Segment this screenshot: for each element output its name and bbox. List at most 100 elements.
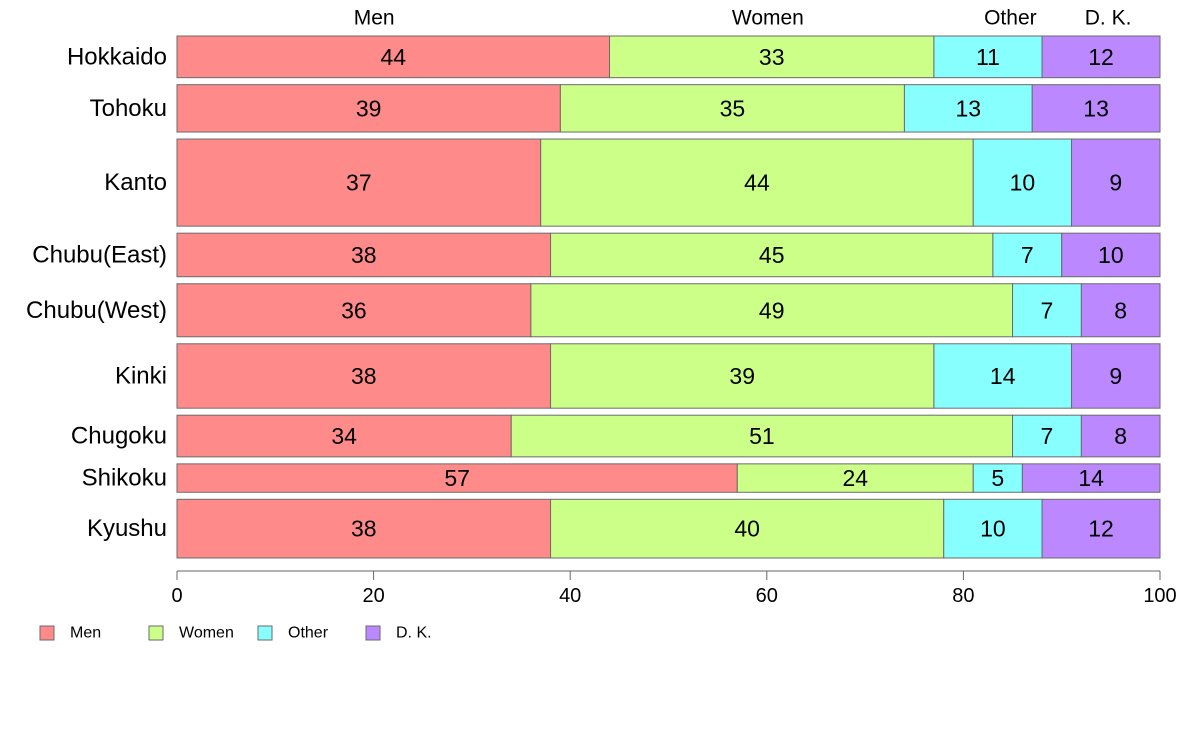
data-label-shikoku-other: 5 — [991, 465, 1004, 491]
bar-hokkaido-other — [933, 35, 1043, 79]
data-label-chubu-west-men: 36 — [341, 297, 367, 323]
data-label-tohoku-other: 13 — [956, 95, 982, 121]
data-label-tohoku-women: 35 — [720, 95, 746, 121]
top-series-labels: Men Women Other D. K. — [354, 7, 1132, 30]
data-label-chubu-east-d-k: 10 — [1098, 242, 1124, 268]
legend-label-d-k: D. K. — [396, 625, 432, 642]
top-label-men: Men — [354, 7, 395, 30]
category-label-kyushu: Kyushu — [87, 515, 167, 542]
data-label-hokkaido-d-k: 12 — [1088, 44, 1114, 70]
legend-label-women: Women — [179, 625, 234, 642]
bar-chubu-east-women — [550, 232, 994, 278]
category-label-shikoku: Shikoku — [82, 465, 167, 492]
bar-hokkaido-women — [609, 35, 935, 79]
data-label-chugoku-men: 34 — [331, 423, 357, 449]
top-label-women: Women — [732, 7, 804, 30]
data-label-chubu-east-men: 38 — [351, 242, 377, 268]
data-label-kyushu-d-k: 12 — [1088, 516, 1114, 542]
x-tick-label: 20 — [362, 585, 384, 607]
data-label-hokkaido-men: 44 — [380, 44, 406, 70]
category-label-hokkaido: Hokkaido — [67, 43, 167, 70]
x-tick-label: 0 — [171, 585, 182, 607]
data-label-chubu-east-other: 7 — [1021, 242, 1034, 268]
bar-chugoku-other — [1012, 414, 1082, 458]
data-label-chubu-east-women: 45 — [759, 242, 785, 268]
category-labels: Hokkaido Tohoku Kanto Chubu(East) Chubu(West… — [26, 43, 167, 542]
x-tick-label: 40 — [559, 585, 581, 607]
x-axis: 0 20 40 60 80 100 — [171, 570, 1177, 607]
data-label-shikoku-men: 57 — [444, 465, 470, 491]
category-label-chubu-west: Chubu(West) — [26, 297, 167, 324]
data-label-hokkaido-other: 11 — [976, 44, 1000, 70]
legend-swatch-d-k — [365, 625, 381, 641]
data-label-shikoku-women: 24 — [842, 465, 868, 491]
bar-shikoku-other — [972, 463, 1023, 493]
bar-tohoku-d-k — [1031, 84, 1161, 133]
bar-kinki-men — [176, 343, 552, 409]
x-tick-label: 100 — [1143, 585, 1176, 607]
bar-kanto-women — [540, 138, 974, 227]
legend-label-other: Other — [288, 625, 329, 642]
bar-hokkaido-men — [176, 35, 611, 79]
data-label-kinki-women: 39 — [729, 363, 755, 389]
bars-area: 44 33 11 12 39 35 13 13 37 44 10 9 38 45 7 10 36 49 7 8 38 39… — [176, 35, 1161, 559]
legend-swatch-other — [257, 625, 273, 641]
bar-kyushu-d-k — [1041, 498, 1161, 559]
data-label-chugoku-d-k: 8 — [1114, 423, 1127, 449]
category-label-chugoku: Chugoku — [71, 423, 167, 450]
x-tick-label: 60 — [756, 585, 778, 607]
data-label-tohoku-d-k: 13 — [1083, 95, 1109, 121]
bar-chubu-west-other — [1012, 283, 1082, 338]
data-label-hokkaido-women: 33 — [759, 44, 785, 70]
bar-kanto-men — [176, 138, 542, 227]
top-label-other: Other — [984, 7, 1037, 30]
data-label-kinki-d-k: 9 — [1109, 363, 1122, 389]
legend-swatch-men — [39, 625, 55, 641]
bar-shikoku-men — [176, 463, 738, 493]
bar-chugoku-men — [176, 414, 512, 458]
data-label-kinki-other: 14 — [990, 363, 1016, 389]
bar-tohoku-men — [176, 84, 561, 133]
data-label-kinki-men: 38 — [351, 363, 377, 389]
category-label-tohoku: Tohoku — [90, 95, 167, 122]
category-label-kanto: Kanto — [104, 169, 167, 196]
bar-kyushu-women — [550, 498, 945, 559]
bar-chubu-west-d-k — [1080, 283, 1161, 338]
bar-kinki-women — [550, 343, 935, 409]
bar-kyushu-other — [943, 498, 1043, 559]
bar-shikoku-d-k — [1021, 463, 1161, 493]
x-tick-label: 80 — [952, 585, 974, 607]
data-label-kyushu-other: 10 — [980, 516, 1006, 542]
bar-kinki-d-k — [1071, 343, 1161, 409]
data-label-chubu-west-women: 49 — [759, 297, 785, 323]
bar-chubu-east-men — [176, 232, 552, 278]
data-label-chugoku-other: 7 — [1041, 423, 1054, 449]
bar-kinki-other — [933, 343, 1073, 409]
bar-tohoku-other — [903, 84, 1033, 133]
bar-chubu-west-men — [176, 283, 532, 338]
bar-tohoku-women — [559, 84, 905, 133]
data-label-kanto-d-k: 9 — [1109, 170, 1122, 196]
legend: Men Women Other D. K. — [39, 625, 432, 642]
data-label-kyushu-men: 38 — [351, 516, 377, 542]
category-label-kinki: Kinki — [115, 362, 167, 389]
legend-label-men: Men — [70, 625, 101, 642]
bar-chubu-west-women — [530, 283, 1014, 338]
data-label-shikoku-d-k: 14 — [1078, 465, 1104, 491]
data-label-chubu-west-other: 7 — [1041, 297, 1054, 323]
bar-hokkaido-d-k — [1041, 35, 1161, 79]
top-label-d-k: D. K. — [1085, 7, 1132, 30]
data-label-kanto-women: 44 — [744, 170, 770, 196]
data-label-chugoku-women: 51 — [749, 423, 775, 449]
data-label-chubu-west-d-k: 8 — [1114, 297, 1127, 323]
data-label-kanto-men: 37 — [346, 170, 372, 196]
bar-chugoku-d-k — [1080, 414, 1161, 458]
legend-swatch-women — [148, 625, 164, 641]
category-label-chubu-east: Chubu(East) — [32, 241, 167, 268]
bar-kanto-d-k — [1071, 138, 1161, 227]
data-label-kanto-other: 10 — [1010, 170, 1036, 196]
data-label-tohoku-men: 39 — [356, 95, 382, 121]
bar-chubu-east-d-k — [1061, 232, 1161, 278]
data-label-kyushu-women: 40 — [734, 516, 760, 542]
